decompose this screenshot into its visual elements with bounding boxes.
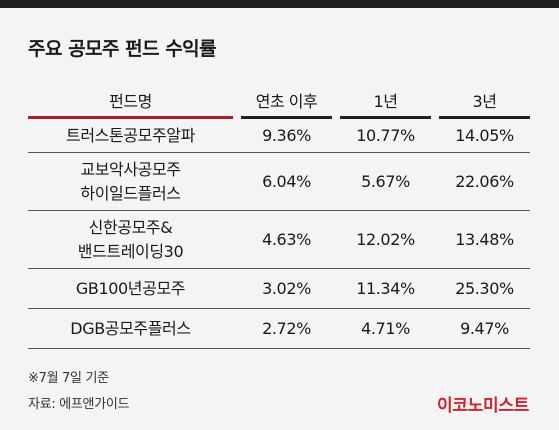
fund-name-cell: DGB공모주플러스: [28, 317, 233, 341]
publisher-logo: 이코노미스트: [436, 396, 529, 416]
ytd-cell: 6.04%: [262, 171, 311, 191]
fund-name-line: 신한공모주&: [88, 217, 173, 237]
ytd-cell: 4.63%: [262, 229, 311, 249]
ytd-cell: 3.02%: [262, 278, 311, 298]
fund-name-line: 하이일드플러스: [80, 183, 181, 203]
fund-returns-table: 펀드명 연초 이후 1년 3년 트러스톤공모주알파 9.36% 10.77% 14.0…: [28, 84, 530, 349]
fund-name-line: GB100년공모주: [75, 278, 186, 298]
fund-name-line: 밴드트레이딩30: [77, 241, 184, 261]
three-year-cell: 22.06%: [455, 171, 514, 191]
fund-name-cell: GB100년공모주: [28, 277, 233, 301]
three-year-cell: 14.05%: [455, 125, 514, 145]
fund-name-cell: 신한공모주& 밴드트레이딩30: [28, 216, 233, 264]
header-1y: 1년: [373, 92, 398, 111]
fund-name-line: DGB공모주플러스: [70, 318, 191, 338]
table-row: 신한공모주& 밴드트레이딩30 4.63% 12.02% 13.48%: [28, 211, 530, 269]
source-note: 자료: 에프앤가이드: [28, 397, 130, 412]
header-ytd: 연초 이후: [255, 92, 318, 111]
page-title: 주요 공모주 펀드 수익률: [28, 38, 217, 60]
fund-name-line: 교보악사공모주: [80, 159, 181, 179]
one-year-cell: 5.67%: [361, 171, 410, 191]
fund-name-cell: 트러스톤공모주알파: [28, 124, 233, 148]
table-header: 펀드명 연초 이후 1년 3년: [28, 84, 530, 116]
three-year-cell: 25.30%: [455, 278, 514, 298]
table-row: DGB공모주플러스 2.72% 4.71% 9.47%: [28, 309, 530, 349]
three-year-cell: 9.47%: [460, 318, 509, 338]
fund-name-line: 트러스톤공모주알파: [66, 125, 195, 145]
footnote: ※7월 7일 기준: [28, 371, 109, 386]
table-row: GB100년공모주 3.02% 11.34% 25.30%: [28, 269, 530, 309]
header-underline: [28, 116, 530, 119]
ytd-cell: 9.36%: [262, 125, 311, 145]
one-year-cell: 12.02%: [356, 229, 415, 249]
one-year-cell: 10.77%: [356, 125, 415, 145]
header-3y: 3년: [472, 92, 497, 111]
table-row: 트러스톤공모주알파 9.36% 10.77% 14.05%: [28, 119, 530, 153]
three-year-cell: 13.48%: [455, 229, 514, 249]
header-fund-name: 펀드명: [109, 92, 152, 111]
one-year-cell: 11.34%: [356, 278, 415, 298]
ytd-cell: 2.72%: [262, 318, 311, 338]
one-year-cell: 4.71%: [361, 318, 410, 338]
